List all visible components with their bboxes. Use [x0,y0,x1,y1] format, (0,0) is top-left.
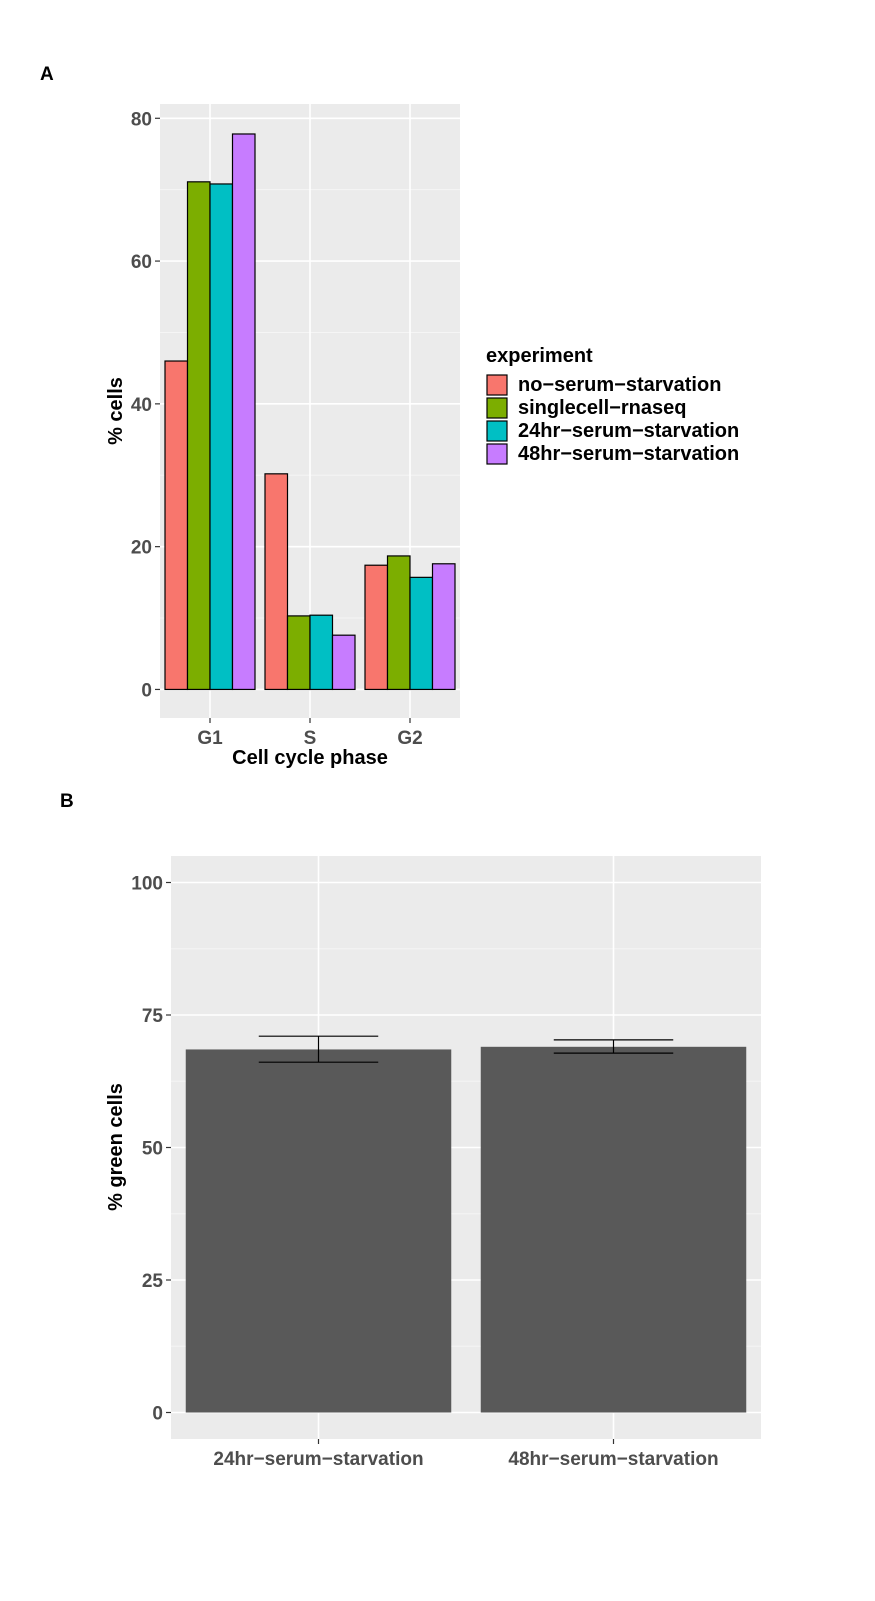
panel-a-letter: A [40,64,54,85]
legend-label: no−serum−starvation [518,374,721,396]
panel-a-x-axis: G1 S G2 [197,718,423,749]
y-tick-label: 0 [152,1404,163,1425]
panel-a-legend: experiment no−serum−starvationsinglecell… [486,345,739,465]
x-tick-label: S [304,728,317,749]
bar-s-series-1 [264,473,289,691]
panel-a-y-axis-title: % cells [105,377,127,445]
y-tick-label: 80 [131,109,152,130]
legend-key [486,443,508,465]
legend-title: experiment [486,345,593,367]
legend-key [486,374,508,396]
x-tick-label: 24hr−serum−starvation [213,1449,423,1470]
bar-g1-series-3 [209,183,234,691]
panel-a-y-axis: 0 20 40 60 80 [131,109,160,701]
bar-2 [480,1046,747,1413]
legend-key [486,420,508,442]
bar-1 [185,1049,452,1413]
panel-b-x-axis: 24hr−serum−starvation 48hr−serum−starvati… [213,1439,719,1470]
y-tick-label: 40 [131,395,152,416]
bar-g1-series-4 [231,133,256,691]
panel-a-x-axis-title: Cell cycle phase [232,747,388,769]
panel-b-letter: B [60,791,74,812]
x-tick-label: G1 [197,728,223,749]
panel-b-bars [185,1035,747,1413]
bar-s-series-2 [286,615,311,691]
bar-g2-series-4 [431,563,456,691]
y-tick-label: 100 [131,874,163,895]
panel-a-bars [164,133,456,691]
y-tick-label: 25 [142,1271,164,1292]
legend-label: 24hr−serum−starvation [518,420,739,442]
bar-g1-series-1 [164,360,189,691]
x-tick-label: G2 [397,728,422,749]
panel-b-y-axis: 0 25 50 75 100 [131,874,171,1425]
y-tick-label: 75 [142,1006,164,1027]
y-tick-label: 0 [141,680,152,701]
bar-g1-series-2 [186,181,211,691]
x-tick-label: 48hr−serum−starvation [508,1449,718,1470]
bar-s-series-4 [331,634,356,691]
bar-g2-series-2 [386,555,411,691]
panel-b-y-axis-title: % green cells [105,1083,127,1211]
bar-s-series-3 [309,614,334,691]
legend-key [486,397,508,419]
bar-g2-series-3 [409,576,434,691]
y-tick-label: 50 [142,1139,163,1160]
bar-g2-series-1 [364,564,389,691]
legend-label: 48hr−serum−starvation [518,443,739,465]
y-tick-label: 60 [131,252,152,273]
y-tick-label: 20 [131,538,152,559]
legend-label: singlecell−rnaseq [518,397,686,419]
